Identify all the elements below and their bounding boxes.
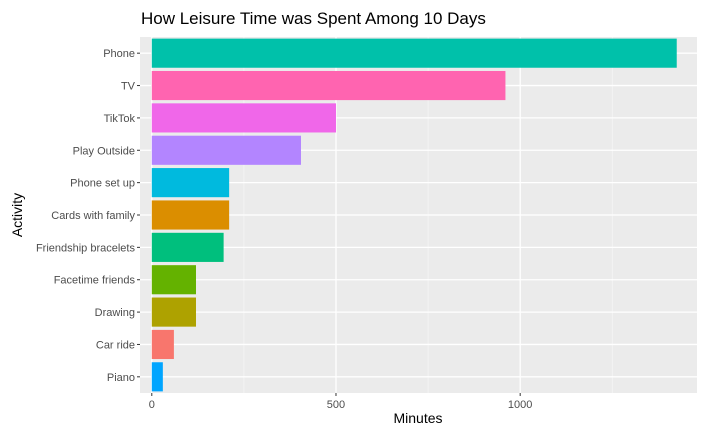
bar-piano <box>151 362 163 392</box>
bar-phone-set-up <box>151 168 230 198</box>
bar-play-outside <box>151 135 301 165</box>
y-axis-title: Activity <box>9 193 25 237</box>
bars <box>151 38 677 392</box>
y-tick-label: Phone set up <box>70 178 135 190</box>
bar-drawing <box>151 297 196 327</box>
bar-facetime-friends <box>151 265 196 295</box>
chart-title: How Leisure Time was Spent Among 10 Days <box>141 9 486 28</box>
x-axis-title: Minutes <box>393 410 442 426</box>
y-tick-label: Phone <box>103 48 135 60</box>
y-tick-label: TikTok <box>104 113 136 125</box>
x-tick-label: 1000 <box>508 399 532 411</box>
y-tick-label: Facetime friends <box>54 275 136 287</box>
y-tick-label: TV <box>121 81 136 93</box>
y-tick-label: Piano <box>107 372 135 384</box>
bar-car-ride <box>151 329 174 360</box>
bar-friendship-bracelets <box>151 232 224 262</box>
bar-tv <box>151 70 506 101</box>
bar-phone <box>151 38 677 68</box>
y-tick-label: Drawing <box>95 307 135 319</box>
bar-cards-with-family <box>151 200 230 230</box>
y-axis-ticks: Phone TV TikTok Play Outside Phone set up Car… <box>36 48 140 384</box>
x-tick-label: 0 <box>149 399 155 411</box>
bar-tiktok <box>151 103 336 133</box>
y-tick-label: Car ride <box>96 339 135 351</box>
y-tick-label: Cards with family <box>51 210 135 222</box>
y-tick-label: Friendship bracelets <box>36 242 136 254</box>
x-tick-label: 500 <box>327 399 345 411</box>
x-axis-ticks: 0 500 1000 <box>149 393 532 411</box>
y-tick-label: Play Outside <box>73 145 135 157</box>
